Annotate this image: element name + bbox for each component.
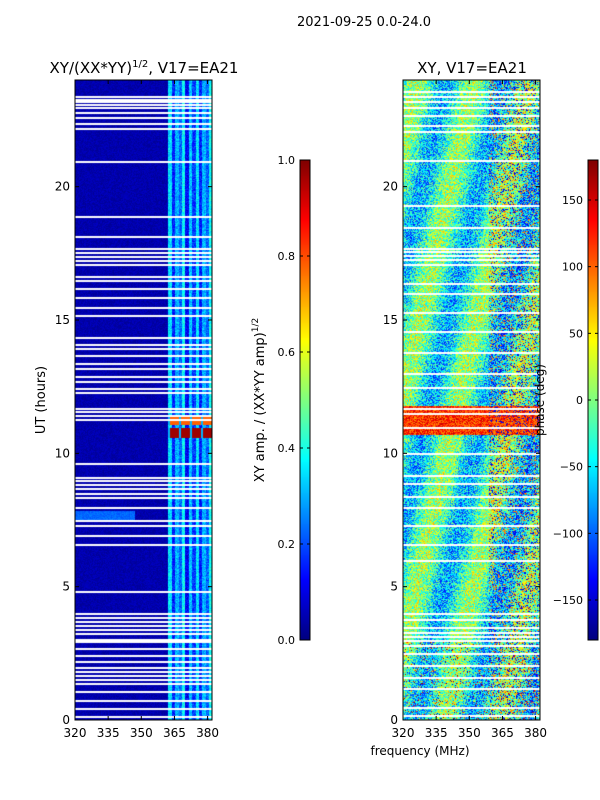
x-tick-label: 335 <box>97 726 120 740</box>
y-tick-label: 0 <box>62 713 70 727</box>
x-tick-label: 365 <box>163 726 186 740</box>
phase-colorbar-label: phase (deg) <box>533 364 547 436</box>
colorbar-tick-label: 0.2 <box>278 538 296 551</box>
colorbar-tick-label: 0.8 <box>278 250 296 263</box>
amplitude-colorbar-label-sup: 1/2 <box>251 318 261 332</box>
figure-suptitle: 2021-09-25 0.0-24.0 <box>297 15 431 30</box>
y-tick-label: 5 <box>390 580 398 594</box>
colorbar-tick-label: 0 <box>576 394 583 407</box>
y-tick-label: 0 <box>390 713 398 727</box>
phase-plot-frame <box>402 79 541 721</box>
x-tick-label: 380 <box>524 726 547 740</box>
amplitude-heatmap <box>75 80 212 720</box>
phase-heatmap <box>403 80 540 720</box>
colorbar-tick-label: 0.6 <box>278 346 296 359</box>
amplitude-title-sup: 1/2 <box>132 59 148 70</box>
amplitude-colorbar-ticks: 0.0 0.2 0.4 0.6 0.8 1.0 <box>278 154 310 647</box>
colorbar-tick-label: 150 <box>562 194 583 207</box>
y-tick-label: 5 <box>62 580 70 594</box>
amplitude-colorbar-frame <box>299 159 311 641</box>
phase-axis-ticks: 320 335 350 365 380 0 5 10 15 20 <box>383 80 547 740</box>
colorbar-tick-label: 50 <box>569 327 583 340</box>
y-tick-label: 20 <box>383 180 398 194</box>
y-tick-label: 10 <box>55 446 70 460</box>
amplitude-ylabel: UT (hours) <box>34 366 49 434</box>
x-tick-label: 335 <box>425 726 448 740</box>
amplitude-colorbar-gradient <box>300 160 310 640</box>
x-tick-label: 320 <box>64 726 87 740</box>
amplitude-colorbar-label: XY amp. / (XX*YY amp)1/2 <box>251 318 268 482</box>
x-tick-label: 380 <box>196 726 219 740</box>
phase-panel-title: XY, V17=EA21 <box>417 59 527 77</box>
amplitude-panel: XY/(XX*YY)1/2, V17=EA21 320 335 350 365 380 0… <box>34 59 238 740</box>
amplitude-title-main: XY/(XX*YY) <box>50 59 133 77</box>
phase-colorbar-gradient <box>588 160 598 640</box>
y-tick-label: 15 <box>55 313 70 327</box>
amplitude-axis-ticks: 320 335 350 365 380 0 5 10 15 20 <box>55 80 219 740</box>
x-tick-label: 350 <box>130 726 153 740</box>
colorbar-tick-label: −100 <box>553 527 583 540</box>
amplitude-colorbar-label-main: XY amp. / (XX*YY amp) <box>253 332 268 482</box>
colorbar-tick-label: 100 <box>562 261 583 274</box>
colorbar-tick-label: 0.4 <box>278 442 296 455</box>
shared-xlabel: frequency (MHz) <box>370 744 469 758</box>
y-tick-label: 15 <box>383 313 398 327</box>
amplitude-title-suffix: , V17=EA21 <box>148 59 238 77</box>
amplitude-colorbar: 0.0 0.2 0.4 0.6 0.8 1.0 XY amp. / (XX*YY amp)… <box>251 154 311 647</box>
phase-colorbar-ticks: −150 −100 −50 0 50 100 150 <box>553 194 598 607</box>
phase-colorbar: −150 −100 −50 0 50 100 150 phase (deg) <box>533 159 599 641</box>
x-tick-label: 350 <box>458 726 481 740</box>
colorbar-tick-label: −150 <box>553 594 583 607</box>
colorbar-tick-label: 1.0 <box>278 154 296 167</box>
y-tick-label: 20 <box>55 180 70 194</box>
phase-panel: XY, V17=EA21 320 335 350 365 380 0 5 10 15 20 <box>383 59 547 740</box>
amplitude-panel-title: XY/(XX*YY)1/2, V17=EA21 <box>50 59 239 77</box>
x-tick-label: 365 <box>491 726 514 740</box>
amplitude-plot-frame <box>74 79 213 721</box>
y-tick-label: 10 <box>383 446 398 460</box>
colorbar-tick-label: 0.0 <box>278 634 296 647</box>
x-tick-label: 320 <box>392 726 415 740</box>
colorbar-tick-label: −50 <box>560 461 583 474</box>
